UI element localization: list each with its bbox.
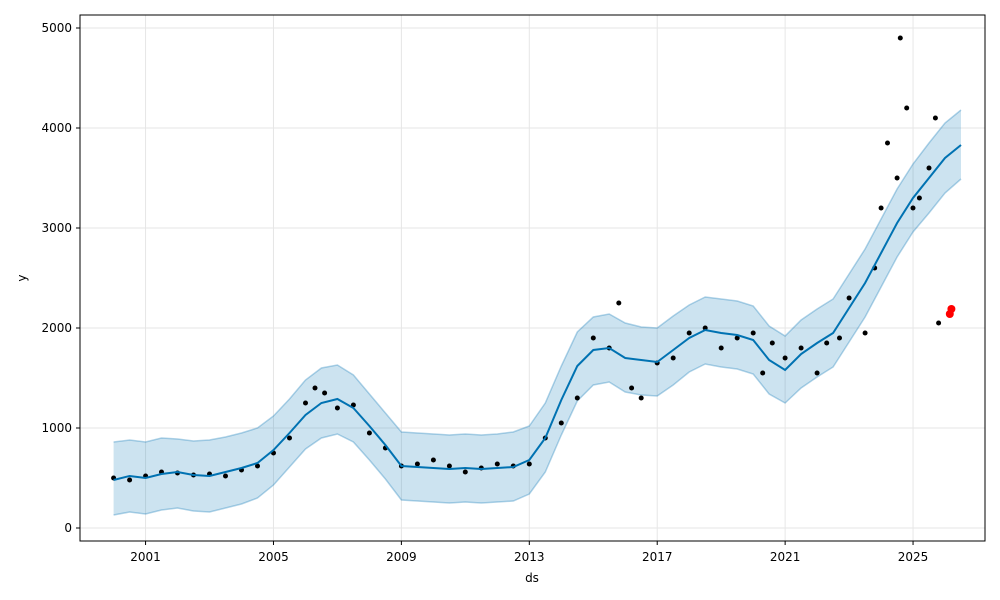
observed-point [670,355,676,361]
observed-point [932,115,938,121]
uncertainty-upper-edge [113,109,962,443]
x-tick-label: 2013 [514,550,545,564]
observed-point [814,370,820,376]
observed-point [862,330,868,336]
observed-point [616,300,622,306]
observed-point [885,140,890,146]
observed-point [312,385,318,391]
observed-point [287,435,292,441]
observed-point [910,205,916,211]
x-tick-label: 2005 [258,550,289,564]
observed-point [255,463,260,469]
gridlines [80,15,985,541]
forecast-line [113,144,962,481]
y-tick-label: 1000 [41,421,72,435]
highlight-points [945,305,956,318]
y-tick-label: 3000 [41,221,72,235]
observed-point [366,430,372,436]
y-tick-label: 5000 [41,21,72,35]
y-axis-ticks: 0 1000 2000 3000 4000 5000 [41,21,80,535]
observed-point [904,105,910,111]
observed-point [734,335,740,341]
x-tick-label: 2025 [898,550,929,564]
y-tick-label: 4000 [41,121,72,135]
observed-point [462,469,468,475]
x-tick-label: 2009 [386,550,417,564]
observed-point [322,390,328,396]
uncertainty-lower-edge [113,178,962,516]
observed-point [782,355,788,361]
observed-point [760,370,766,376]
observed-point [718,345,724,351]
observed-point [629,385,635,391]
observed-point [824,340,830,346]
observed-point [750,330,756,336]
observed-point [414,461,420,467]
observed-point [769,340,775,346]
highlight-point [947,305,956,313]
x-tick-label: 2001 [130,550,161,564]
observed-point [223,473,228,479]
y-axis-label: y [15,274,29,281]
y-tick-label: 0 [64,521,72,535]
observed-point [430,457,436,463]
x-tick-label: 2017 [642,550,673,564]
observed-point [526,461,532,467]
observed-point [846,295,852,301]
observed-point [446,463,452,469]
uncertainty-band [113,110,962,515]
observed-point [837,335,842,341]
observed-point [798,345,804,351]
observed-point [926,165,932,171]
observed-point [638,395,644,401]
observed-point [303,400,308,406]
observed-point [494,461,500,467]
x-axis-label: ds [525,571,539,585]
observed-point [590,335,596,341]
observed-point [127,477,133,483]
observed-point [878,205,884,211]
observed-point [686,330,692,336]
x-tick-label: 2021 [770,550,801,564]
observed-point [897,35,903,41]
observed-point [894,175,900,181]
x-axis-ticks: 2001 2005 2009 2013 2017 2021 2025 [130,541,928,564]
observed-point [916,195,922,201]
observed-point [936,320,942,326]
plot-frame [79,14,986,542]
observed-point [558,420,564,426]
observed-point [334,405,340,411]
observed-point [574,395,580,401]
y-tick-label: 2000 [41,321,72,335]
